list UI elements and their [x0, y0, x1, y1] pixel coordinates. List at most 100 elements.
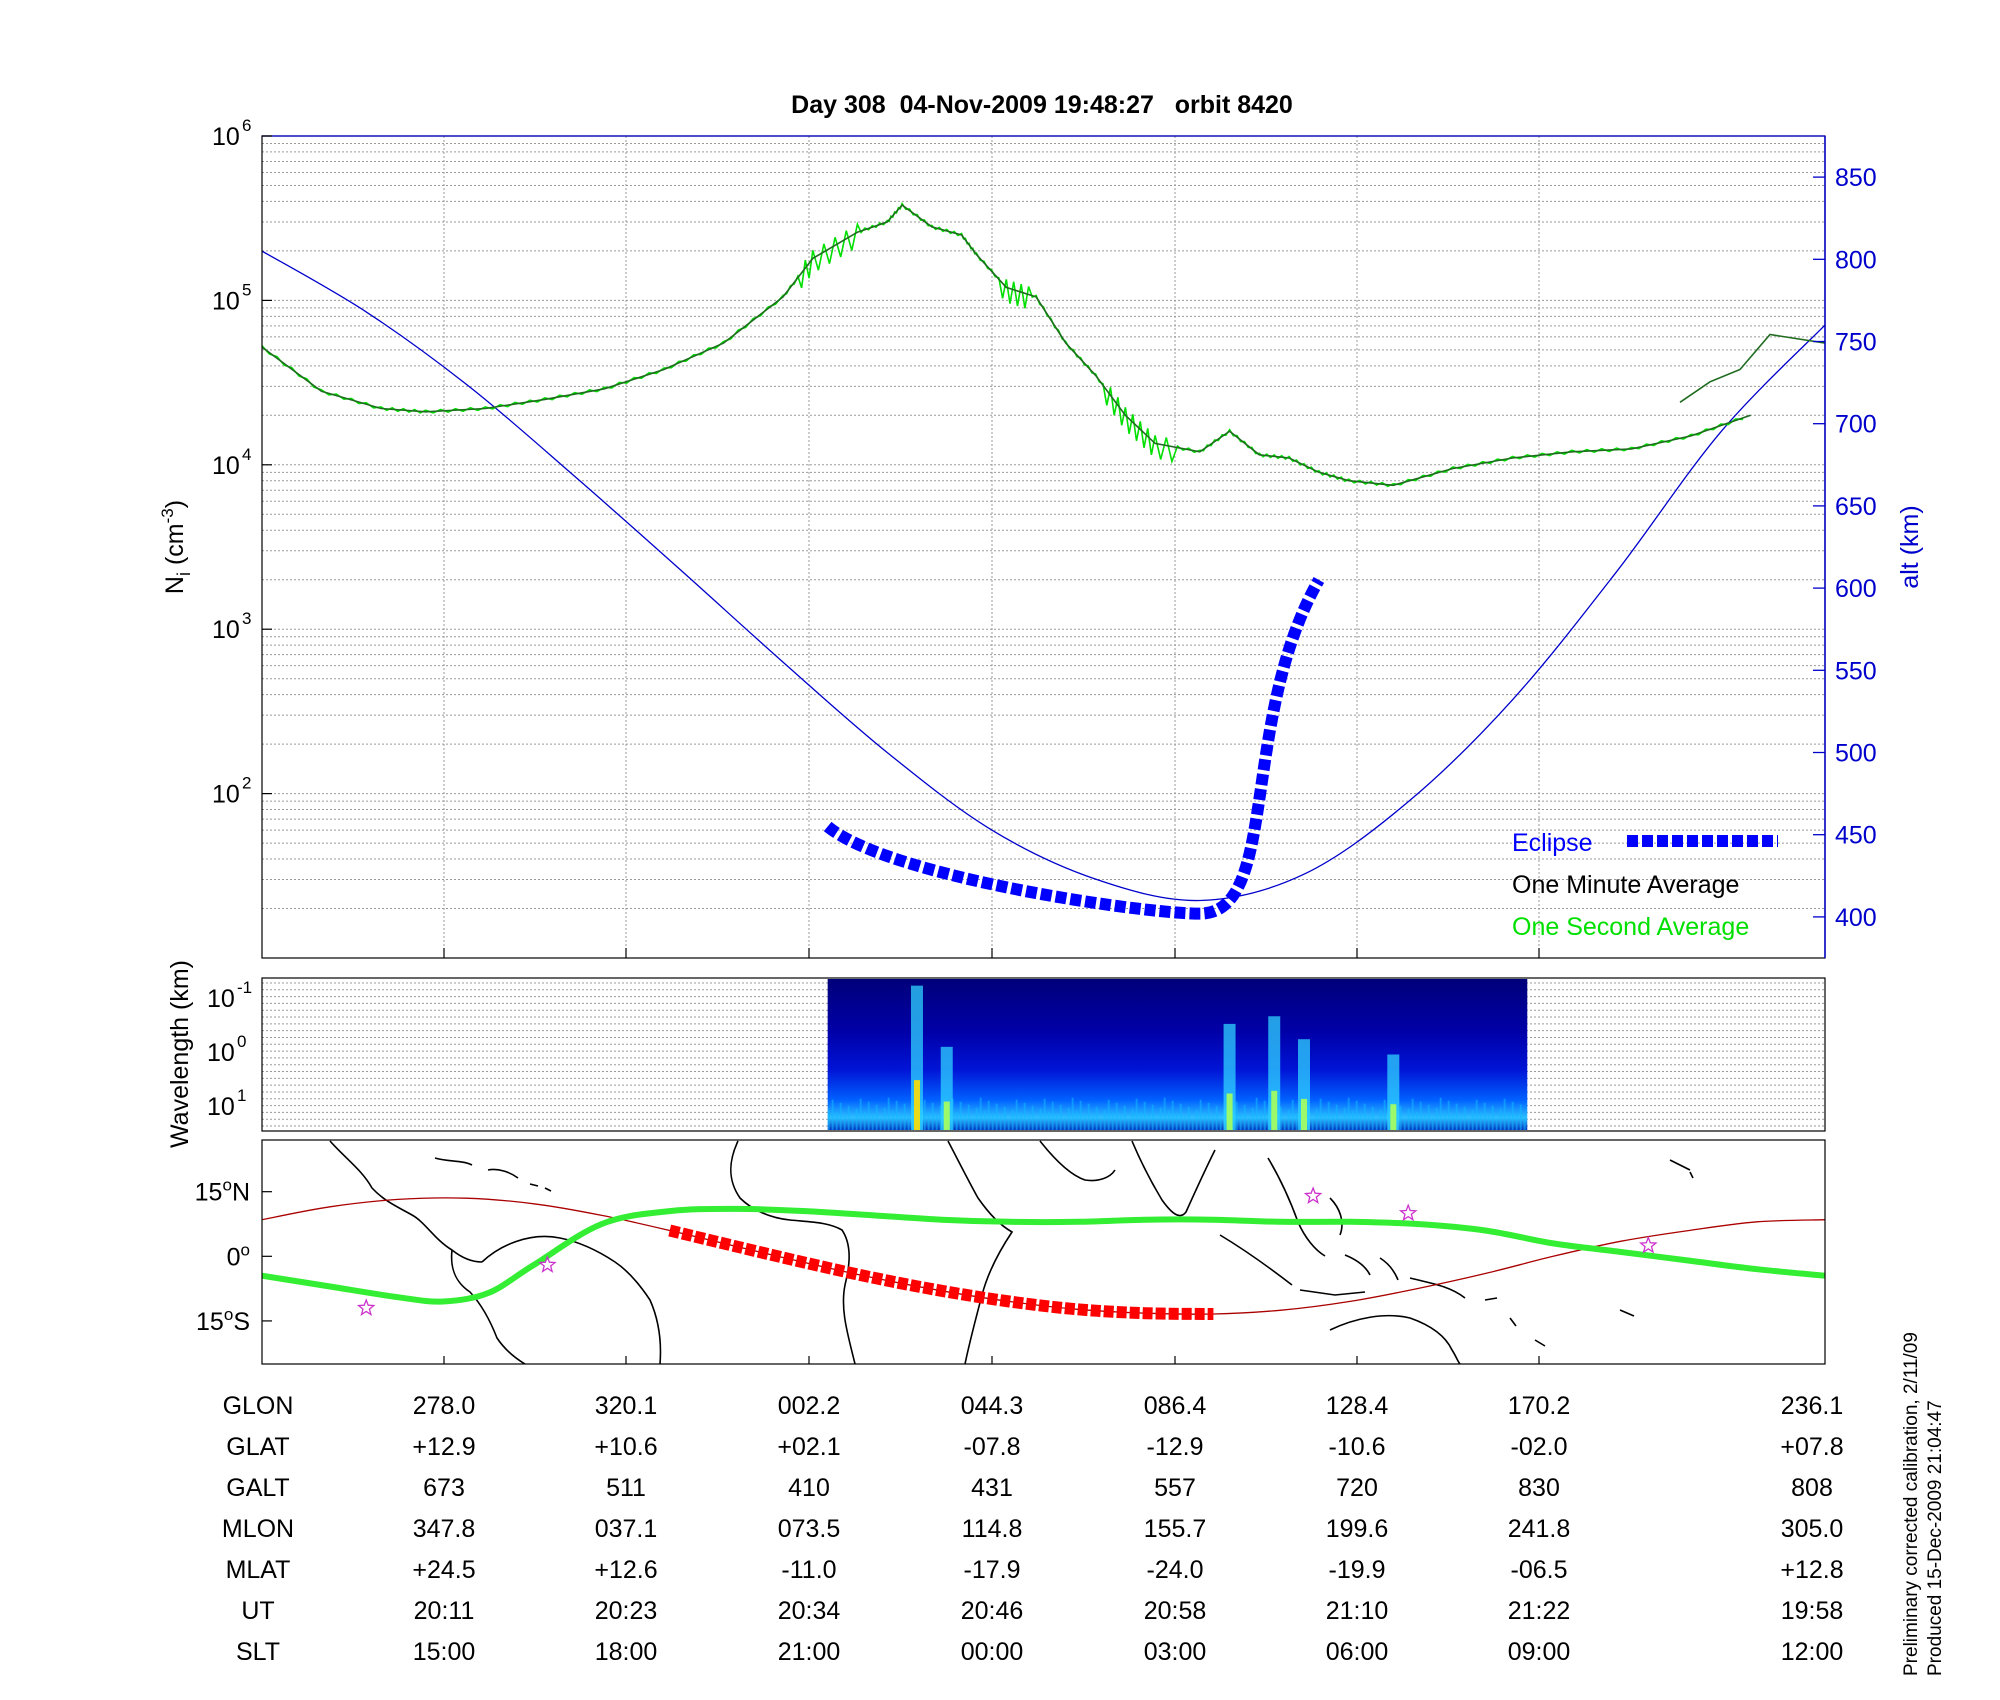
coast-southeast-asia: [1267, 1157, 1343, 1257]
spec-column: [1379, 1109, 1382, 1130]
spec-column: [1435, 1107, 1438, 1130]
table-cell: 128.4: [1326, 1392, 1389, 1420]
chart-title: Day 308 04-Nov-2009 19:48:27 orbit 8420: [791, 91, 1293, 119]
spec-burst-core: [943, 1101, 950, 1130]
spec-tick-exponent: 1: [237, 1086, 246, 1105]
star-marker: [1303, 1186, 1323, 1204]
table-cell: +07.8: [1780, 1433, 1843, 1461]
spec-column: [1099, 1119, 1102, 1130]
spec-column: [999, 1116, 1002, 1130]
spec-tick-exponent: -1: [237, 978, 252, 997]
legend-one-second-label: One Second Average: [1512, 913, 1749, 941]
spec-tick-exponent: 0: [237, 1032, 246, 1051]
spec-column: [1507, 1111, 1510, 1130]
spec-column: [1015, 1099, 1018, 1130]
spec-column: [1503, 1098, 1506, 1130]
spec-tick-label: 10: [207, 1093, 235, 1121]
spec-column: [1419, 1101, 1422, 1130]
table-cell: 12:00: [1781, 1638, 1844, 1666]
spec-column: [1491, 1105, 1494, 1130]
spec-column: [843, 1115, 846, 1130]
y-axis-label-left-unit-close: ): [161, 500, 189, 508]
right-axis-ticks: 400 450 500 550 600 650 700 750 800 850: [1813, 164, 1877, 932]
spec-column: [1071, 1097, 1074, 1130]
spec-column: [995, 1103, 998, 1130]
table-cell: 511: [606, 1474, 646, 1502]
table-cell: 09:00: [1508, 1638, 1571, 1666]
coast-india: [1131, 1140, 1216, 1217]
table-cell: 21:22: [1508, 1597, 1571, 1625]
spec-column: [983, 1110, 986, 1130]
spec-column: [1351, 1110, 1354, 1130]
y-axis-label-left: Ni (cm-3): [158, 500, 194, 594]
right-tick-label: 750: [1835, 329, 1877, 357]
spec-column: [1363, 1103, 1366, 1130]
coast-south-america-west: [450, 1249, 526, 1364]
left-tick-label: 10: [212, 123, 240, 151]
table-cell: 236.1: [1781, 1392, 1844, 1420]
table-row-label: MLON: [222, 1515, 294, 1543]
spec-column: [1143, 1101, 1146, 1130]
spec-column: [1327, 1101, 1330, 1130]
table-cell: -19.9: [1329, 1556, 1386, 1584]
spec-column: [1331, 1114, 1334, 1130]
spec-column: [1091, 1116, 1094, 1130]
spec-column: [1131, 1108, 1134, 1130]
one-minute-average-line-after-gap: [1679, 333, 1825, 403]
spec-column: [1059, 1104, 1062, 1130]
table-cell: 21:00: [778, 1638, 841, 1666]
map-stars: [356, 1186, 1658, 1316]
table-row-label: UT: [241, 1597, 274, 1625]
footnote-line-2: Produced 15-Dec-2009 21:04:47: [1925, 1400, 1946, 1676]
left-tick-exponent: 3: [242, 609, 251, 628]
legend: Eclipse One Minute Average One Second Av…: [1512, 829, 1778, 941]
spec-column: [1011, 1109, 1014, 1130]
spec-column: [1139, 1111, 1142, 1130]
spec-column: [1075, 1110, 1078, 1130]
table-cell: +12.8: [1780, 1556, 1843, 1584]
table-cell: 155.7: [1144, 1515, 1207, 1543]
spec-column: [1183, 1116, 1186, 1130]
spec-column: [1371, 1106, 1374, 1130]
spec-column: [1051, 1101, 1054, 1130]
table-cell: 20:46: [961, 1597, 1024, 1625]
spectrogram-axes-frame: [261, 977, 1826, 1132]
spec-column: [1335, 1104, 1338, 1130]
spec-column: [1383, 1099, 1386, 1130]
table-cell: 00:00: [961, 1638, 1024, 1666]
star-marker: [1398, 1203, 1418, 1222]
spec-column: [855, 1108, 858, 1130]
table-cell: 03:00: [1144, 1638, 1207, 1666]
spec-column: [895, 1100, 898, 1130]
table-cell: 720: [1336, 1474, 1378, 1502]
spec-column: [1115, 1102, 1118, 1130]
table-cell: 037.1: [595, 1515, 658, 1543]
right-tick-label: 450: [1835, 822, 1877, 850]
spec-column: [1427, 1104, 1430, 1130]
coast-africa-east: [947, 1140, 1014, 1364]
spec-column: [1167, 1110, 1170, 1130]
spec-column: [939, 1105, 942, 1130]
spec-column: [903, 1103, 906, 1130]
table-cell: -10.6: [1329, 1433, 1386, 1461]
table-cell: 320.1: [595, 1392, 658, 1420]
table-cell: 086.4: [1144, 1392, 1207, 1420]
spec-column: [963, 1114, 966, 1130]
spec-column: [931, 1102, 934, 1130]
left-tick-label: 10: [212, 781, 240, 809]
spec-column: [899, 1113, 902, 1130]
spec-tick-label: 10: [207, 985, 235, 1013]
spec-column: [1479, 1112, 1482, 1130]
spec-burst-core: [1226, 1093, 1233, 1130]
spec-column: [1207, 1102, 1210, 1130]
spec-column: [1123, 1105, 1126, 1130]
table-cell: 431: [971, 1474, 1013, 1502]
table-cell: 073.5: [778, 1515, 841, 1543]
table-cell: -02.0: [1511, 1433, 1568, 1461]
magnetic-equator-line: [262, 1205, 1825, 1305]
spec-column: [1235, 1101, 1238, 1130]
table-cell: 06:00: [1326, 1638, 1389, 1666]
